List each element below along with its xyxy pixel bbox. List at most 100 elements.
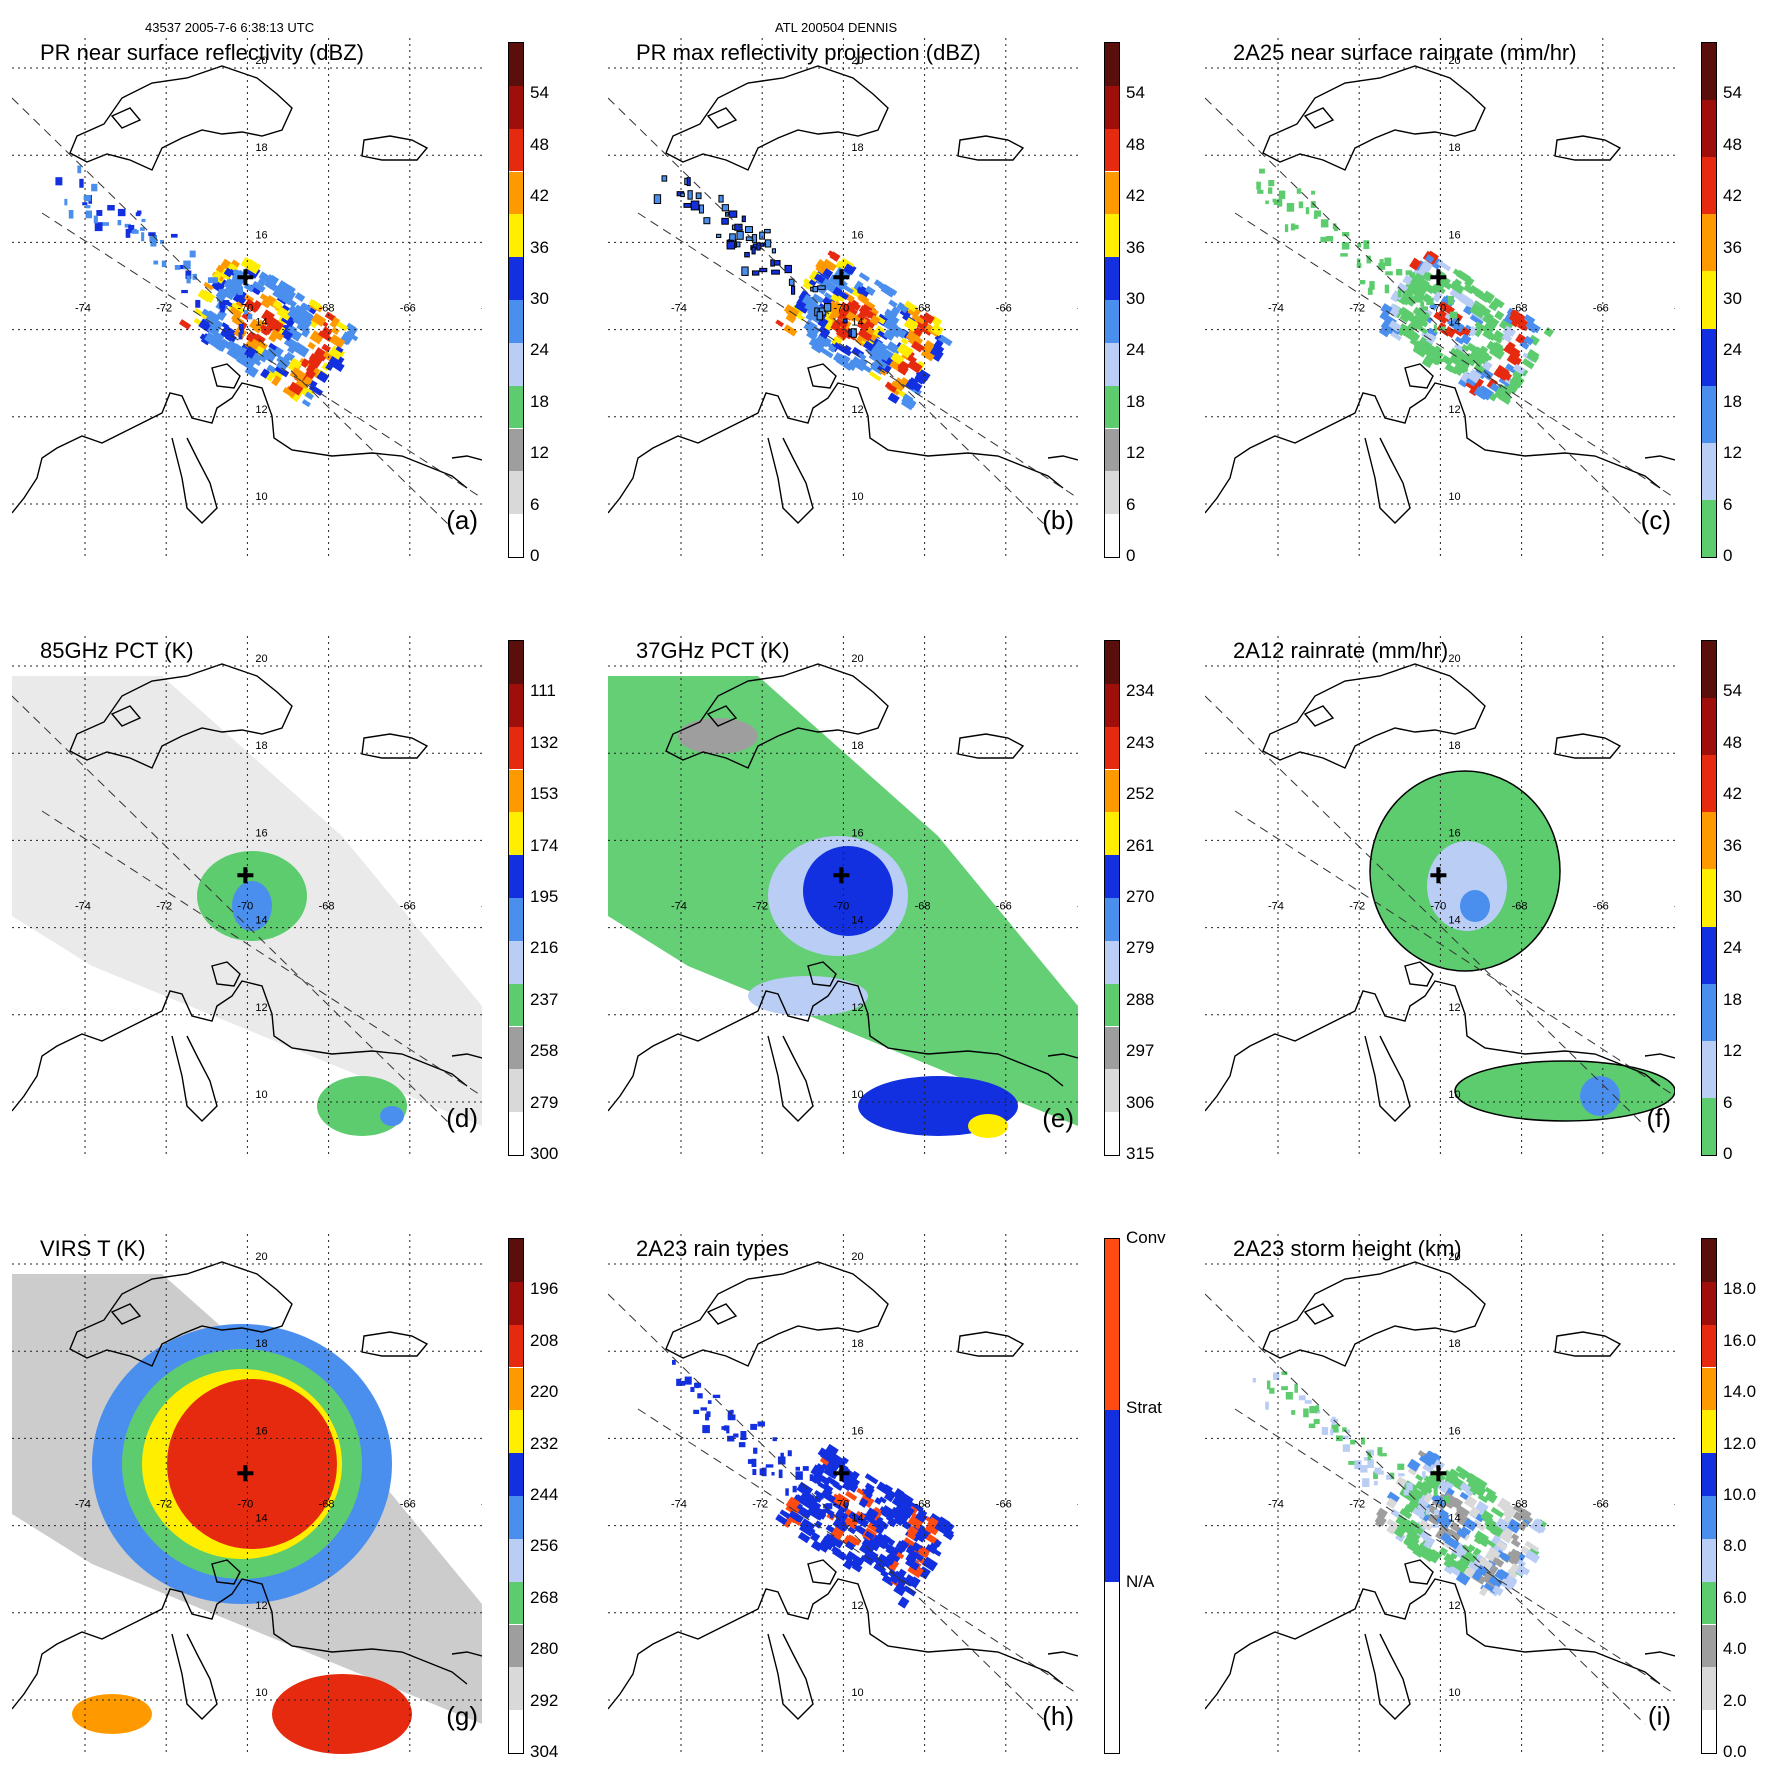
swath-edge-line — [1234, 810, 1675, 1097]
precip-cell — [855, 286, 870, 299]
precip-cell — [85, 210, 93, 219]
precip-cell — [1528, 334, 1540, 346]
precip-cell — [698, 204, 704, 214]
precip-cell — [260, 348, 277, 363]
precip-cell — [896, 301, 909, 314]
coastline — [69, 65, 293, 171]
colorbar-tick-label: 288 — [1126, 989, 1155, 1009]
panel-g: 20 18 16 14 12 10 -74 -72 -70 -68 -66 -64 VIRS T (K)… — [12, 1234, 558, 1761]
swath-edges — [1205, 695, 1675, 1127]
longitude-label: -74 — [1268, 901, 1284, 913]
coastlines — [12, 1261, 482, 1720]
precip-cell — [1433, 324, 1437, 333]
precip-cell — [226, 345, 242, 361]
map-d: 20 18 16 14 12 10 -74 -72 -70 -68 -66 -64 — [12, 636, 482, 1156]
longitude-label: -72 — [156, 1499, 172, 1511]
precip-cell — [751, 234, 758, 244]
colorbar-segment — [1702, 1624, 1716, 1668]
storm-center-marker — [1430, 867, 1447, 884]
precip-cell — [1350, 1439, 1356, 1445]
precip-cell — [686, 177, 691, 187]
precip-cell — [1298, 201, 1304, 209]
precip-cell — [335, 346, 344, 354]
precip-cell — [207, 277, 216, 284]
precip-cell — [1444, 1471, 1458, 1485]
longitude-label: -70 — [833, 1499, 849, 1511]
longitude-label: -70 — [833, 303, 849, 315]
precip-cell — [1294, 1383, 1298, 1393]
precip-cell — [921, 1556, 938, 1572]
colorbar-segment — [1702, 755, 1716, 813]
precip-cell — [1403, 1533, 1420, 1550]
colorbar-tick-label: 6 — [1126, 494, 1136, 514]
colorbar-tick-label: 315 — [1126, 1144, 1155, 1163]
precip-cell — [687, 190, 693, 200]
precip-cell — [1379, 1453, 1387, 1457]
latitude-label: 14 — [851, 317, 863, 329]
precip-cell — [287, 343, 298, 355]
colorbar-tick-label: 12 — [1723, 443, 1742, 463]
precip-cell — [1463, 1495, 1478, 1509]
longitude-label: -72 — [752, 303, 768, 315]
longitude-label: -70 — [1430, 303, 1446, 315]
longitude-label: -64 — [1077, 1499, 1078, 1511]
colorbar-segment — [509, 1112, 523, 1155]
colorbar — [1701, 640, 1717, 1156]
precip-cell — [1396, 269, 1403, 276]
precip-cell — [148, 232, 156, 236]
coastline — [807, 363, 837, 389]
precip-cell — [905, 330, 917, 342]
precip-cell — [1451, 364, 1464, 377]
coastline — [767, 1035, 814, 1122]
precip-cell — [771, 269, 780, 275]
colorbar-tick-label: 48 — [1723, 732, 1742, 752]
precip-cell — [762, 1467, 767, 1477]
precip-cell — [795, 1466, 801, 1471]
precip-cell — [1426, 327, 1438, 338]
coastline — [1205, 980, 1661, 1112]
precip-cell — [1252, 1377, 1256, 1383]
colorbar-segment — [1105, 128, 1119, 172]
precip-cell — [1281, 1371, 1287, 1375]
colorbar-segment — [1702, 157, 1716, 215]
colorbar-tick-label: 54 — [1723, 681, 1742, 701]
latitude-label: 10 — [851, 1687, 863, 1699]
precip-swath — [1252, 1371, 1548, 1597]
precip-cell — [1501, 1502, 1518, 1517]
precip-cell — [744, 251, 750, 258]
coastline — [1554, 733, 1622, 759]
precip-cell — [1504, 1575, 1518, 1588]
precip-cell — [876, 1481, 891, 1495]
precip-cell — [86, 195, 91, 202]
coastline — [361, 135, 429, 161]
precip-cell — [864, 285, 876, 297]
latitude-label: 10 — [851, 491, 863, 503]
latitude-label: 10 — [255, 1089, 267, 1101]
precip-cell — [301, 399, 311, 408]
precip-cell — [911, 1513, 921, 1524]
colorbar-segment — [509, 1069, 523, 1113]
precip-cell — [1455, 1465, 1469, 1477]
precip-cell — [220, 305, 225, 313]
precip-cell — [858, 305, 870, 316]
precip-cell — [272, 369, 284, 381]
precip-cell — [1438, 1546, 1449, 1557]
rain-area — [1369, 770, 1675, 1122]
precip-cell — [1483, 290, 1495, 300]
precip-cell — [1354, 1460, 1362, 1470]
precip-cell — [331, 326, 340, 335]
precip-cell — [734, 223, 743, 231]
precip-cell — [929, 1513, 944, 1526]
colorbar-tick-label: 30 — [1723, 289, 1742, 308]
colorbar-segment — [1105, 855, 1119, 898]
colorbar-segment — [509, 1026, 523, 1070]
latitude-label: 18 — [851, 740, 863, 752]
precip-cell — [1433, 283, 1446, 295]
colorbar-segment — [1702, 1581, 1716, 1625]
colorbar-segment — [1105, 1581, 1119, 1753]
precip-cell — [1425, 254, 1435, 264]
precip-cell — [1431, 1524, 1439, 1528]
coastline — [12, 1578, 468, 1710]
precip-cell — [1398, 1473, 1405, 1477]
precip-cell — [726, 240, 736, 250]
